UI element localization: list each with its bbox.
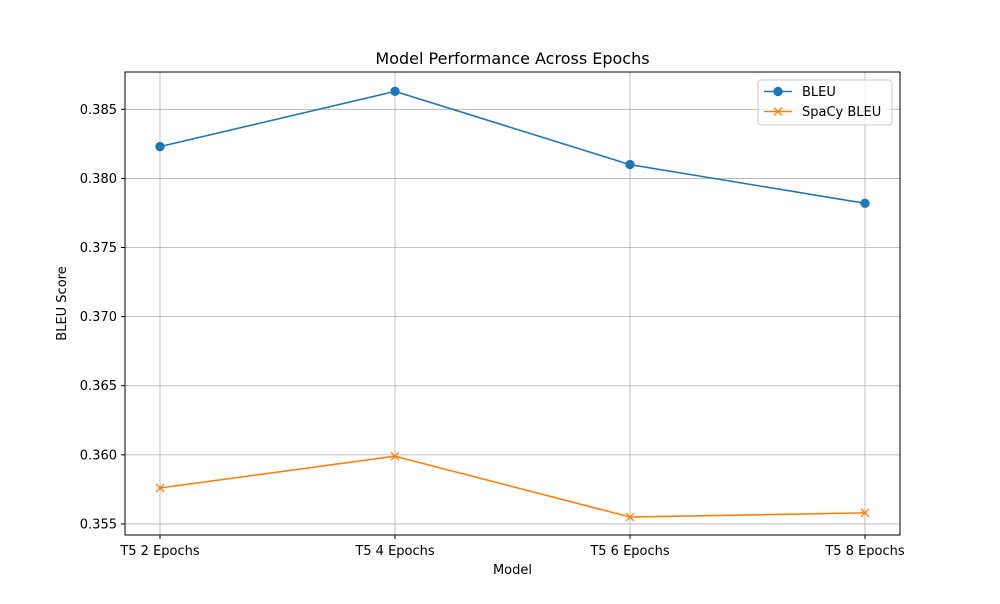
y-tick-label: 0.385 bbox=[80, 103, 117, 118]
data-point-bleu bbox=[390, 86, 400, 97]
y-tick-label: 0.360 bbox=[80, 448, 117, 463]
grid-lines bbox=[125, 72, 900, 535]
legend-label: SpaCy BLEU bbox=[802, 105, 881, 120]
y-tick-label: 0.355 bbox=[80, 517, 117, 532]
series-lines bbox=[155, 86, 870, 522]
legend-marker bbox=[773, 86, 783, 97]
legend-label: BLEU bbox=[802, 85, 836, 100]
x-tick-label: T5 4 Epochs bbox=[354, 544, 435, 559]
x-tick-label: T5 2 Epochs bbox=[119, 544, 200, 559]
data-point-bleu bbox=[625, 159, 635, 170]
series-line-spacy-bleu bbox=[159, 455, 866, 518]
y-axis-label: BLEU Score bbox=[55, 266, 70, 340]
axis-ticks: T5 2 Epochs T5 4 Epochs T5 6 Epochs T5 8 Ep… bbox=[80, 103, 905, 559]
data-point-bleu bbox=[155, 141, 165, 152]
legend-entry: BLEU bbox=[764, 85, 836, 100]
x-tick-label: T5 8 Epochs bbox=[824, 544, 905, 559]
y-tick-label: 0.365 bbox=[80, 379, 117, 394]
data-point-spacy-bleu bbox=[390, 451, 400, 461]
y-tick-label: 0.375 bbox=[80, 241, 117, 256]
data-point-spacy-bleu bbox=[155, 483, 165, 493]
legend-entry: SpaCy BLEU bbox=[764, 105, 881, 120]
data-point-bleu bbox=[860, 198, 870, 208]
x-axis-label: Model bbox=[493, 563, 532, 578]
y-tick-label: 0.370 bbox=[80, 310, 117, 325]
data-point-spacy-bleu bbox=[625, 512, 635, 522]
series-line-bleu bbox=[159, 90, 866, 205]
x-tick-label: T5 6 Epochs bbox=[589, 544, 670, 559]
chart-title: Model Performance Across Epochs bbox=[375, 49, 649, 68]
plot-area-frame bbox=[124, 71, 901, 536]
y-tick-label: 0.380 bbox=[80, 172, 117, 187]
data-point-spacy-bleu bbox=[860, 508, 870, 518]
legend: BLEU SpaCy BLEU bbox=[757, 79, 893, 126]
legend-marker bbox=[773, 107, 783, 116]
